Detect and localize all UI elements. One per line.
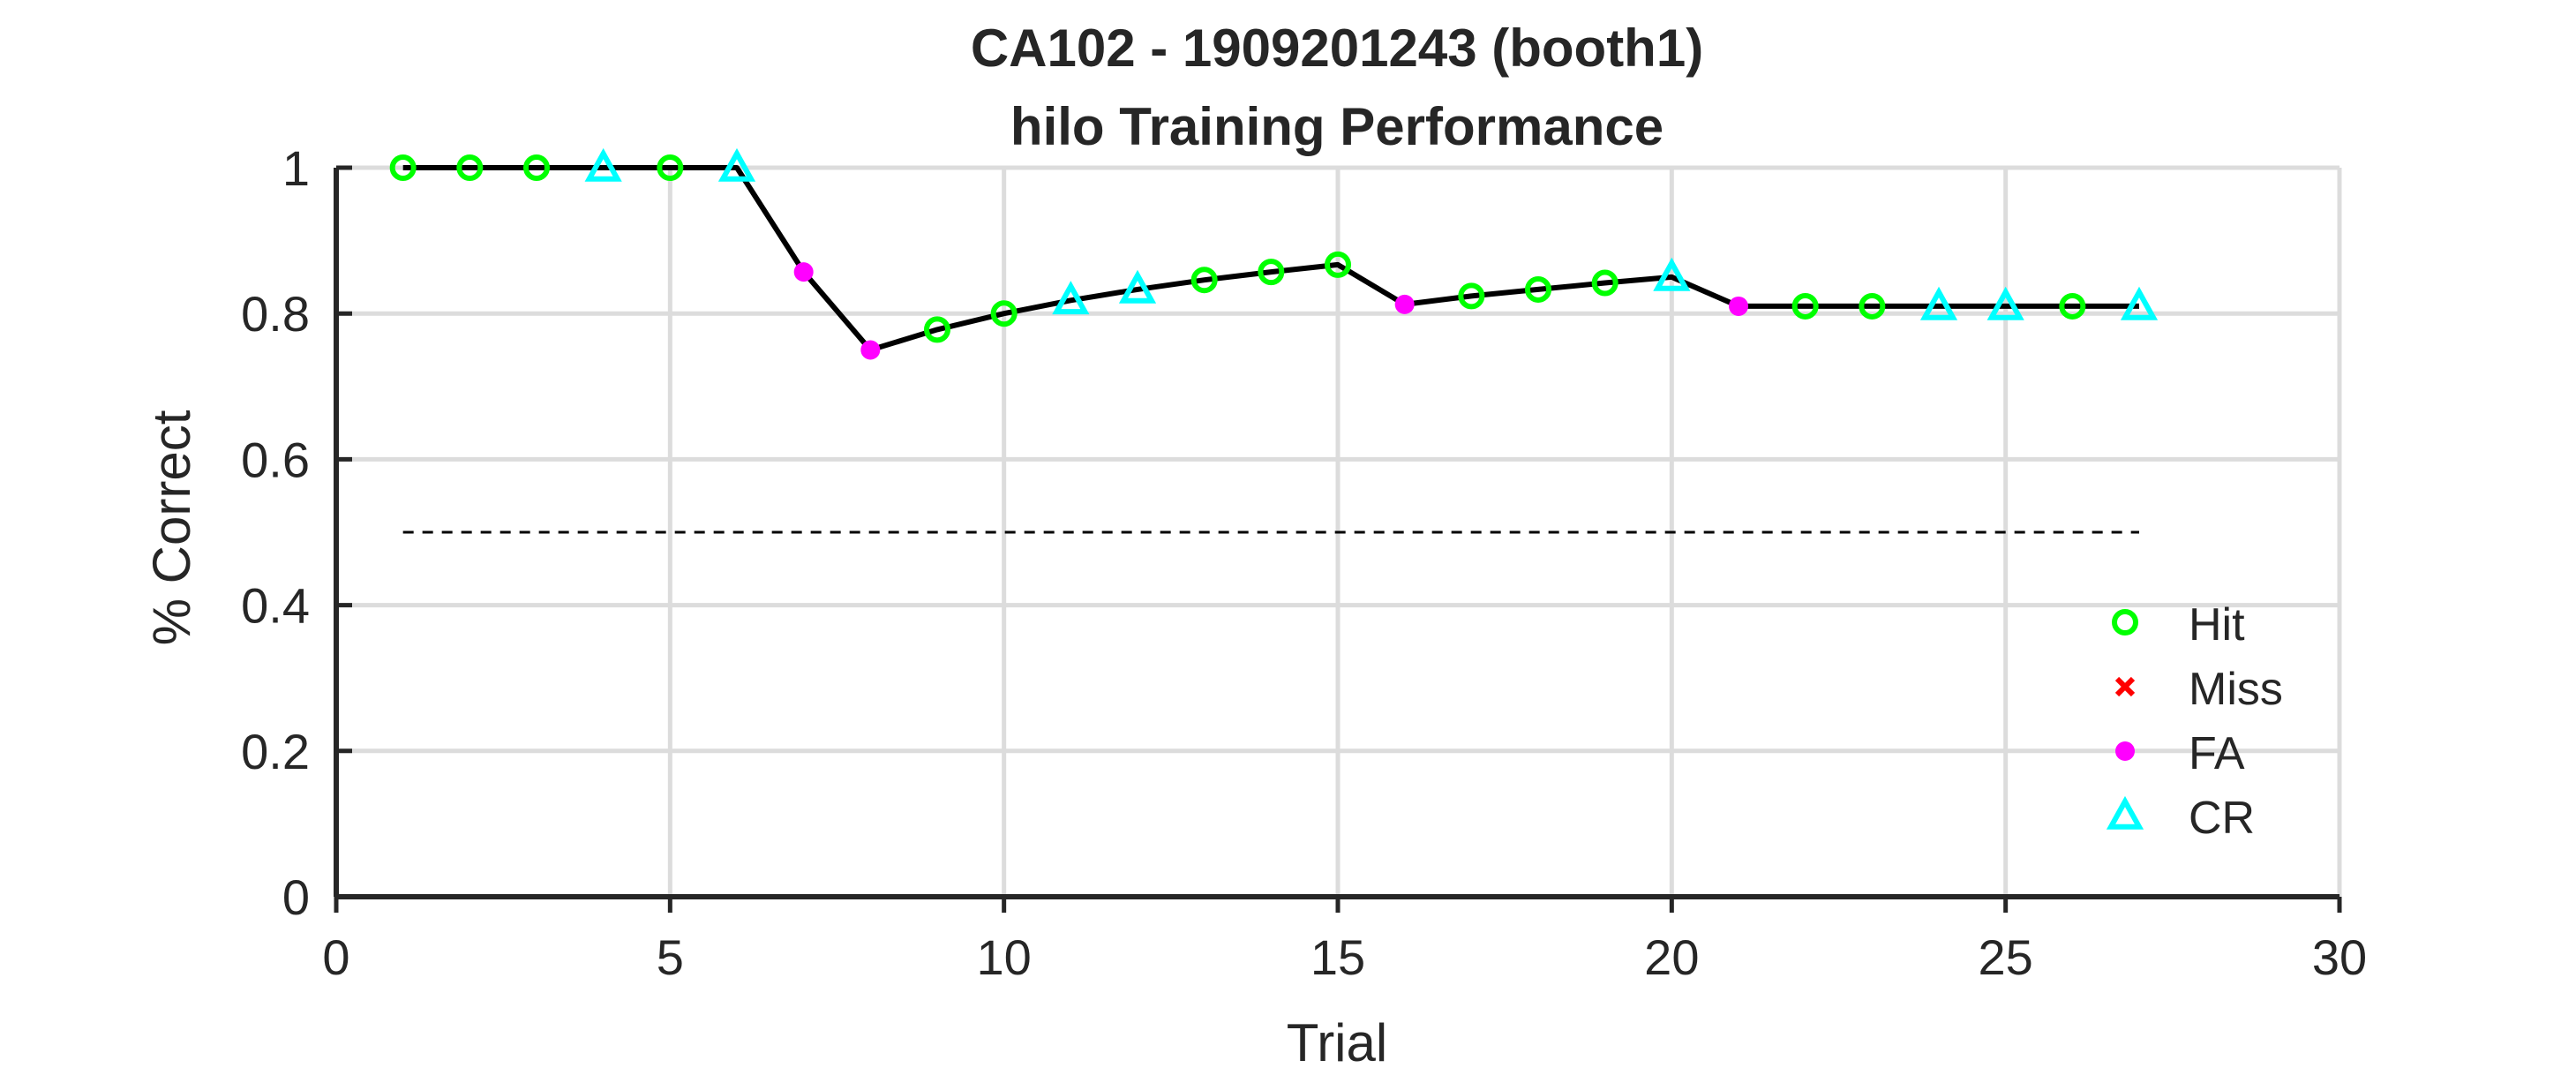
data-point-cr [1118, 269, 1157, 304]
x-tick-label: 0 [322, 929, 349, 985]
x-tick-label: 25 [1979, 929, 2033, 985]
x-tick-label: 5 [657, 929, 684, 985]
performance-line [402, 165, 2139, 353]
legend-label-miss: Miss [2189, 664, 2283, 715]
y-tick-label: 0 [282, 869, 310, 925]
data-point-hit [1791, 292, 1819, 320]
y-tick-label: 0.4 [241, 578, 310, 634]
data-point-fa [860, 340, 881, 360]
legend-marker-cr [2106, 795, 2144, 830]
data-point-hit [657, 154, 684, 181]
y-tick-label: 0.6 [241, 432, 310, 487]
y-axis-label: % Correct [142, 410, 201, 645]
data-point-cr [2120, 286, 2159, 320]
legend: Hit Miss FA CR [2106, 599, 2283, 844]
data-point-hit [523, 154, 550, 181]
y-tick-label: 0.8 [241, 286, 310, 342]
x-axis-label: Trial [1287, 1013, 1387, 1072]
data-point-hit [1859, 292, 1886, 320]
y-tick-label: 1 [282, 140, 310, 196]
legend-label-hit: Hit [2189, 599, 2245, 651]
data-point-hit [1458, 282, 1485, 310]
legend-label-cr: CR [2189, 793, 2255, 844]
data-point-cr [1986, 286, 2024, 320]
data-point-cr [584, 147, 622, 182]
data-point-hit [924, 316, 950, 343]
x-tick-label: 10 [977, 929, 1032, 985]
data-point-hit [1591, 269, 1618, 297]
data-point-fa [1729, 296, 1748, 316]
legend-marker-miss [2114, 676, 2136, 697]
legend-label-fa: FA [2189, 728, 2245, 779]
marker-group [389, 147, 2159, 360]
marker-stroke [2114, 676, 2136, 697]
data-point-hit [2059, 292, 2086, 320]
data-point-cr [1653, 257, 1691, 291]
data-point-hit [389, 154, 417, 181]
data-point-hit [1525, 275, 1551, 303]
data-point-fa [793, 262, 814, 282]
x-tick-label: 30 [2312, 929, 2367, 985]
data-point-hit [990, 300, 1018, 327]
y-tick-label: 0.2 [241, 724, 310, 779]
chart-subtitle: hilo Training Performance [1010, 97, 1664, 156]
data-point-hit [1325, 251, 1351, 278]
x-tick-label: 15 [1311, 929, 1365, 985]
axes: 0 5 10 15 20 25 30 0 0.2 0.4 0.6 0.8 1 [241, 140, 2367, 985]
data-point-hit [1190, 267, 1218, 294]
x-tick-label: 20 [1644, 929, 1699, 985]
data-point-fa [1394, 294, 1415, 314]
data-point-hit [1258, 259, 1285, 286]
legend-marker-hit [2112, 609, 2138, 636]
data-point-hit [456, 154, 484, 181]
data-point-cr [1052, 281, 1090, 315]
legend-marker-fa [2115, 741, 2135, 761]
data-point-cr [1919, 286, 1958, 320]
data-point-cr [717, 147, 756, 182]
series-group [402, 165, 2139, 353]
chart-title: CA102 - 1909201243 (booth1) [971, 19, 1703, 78]
